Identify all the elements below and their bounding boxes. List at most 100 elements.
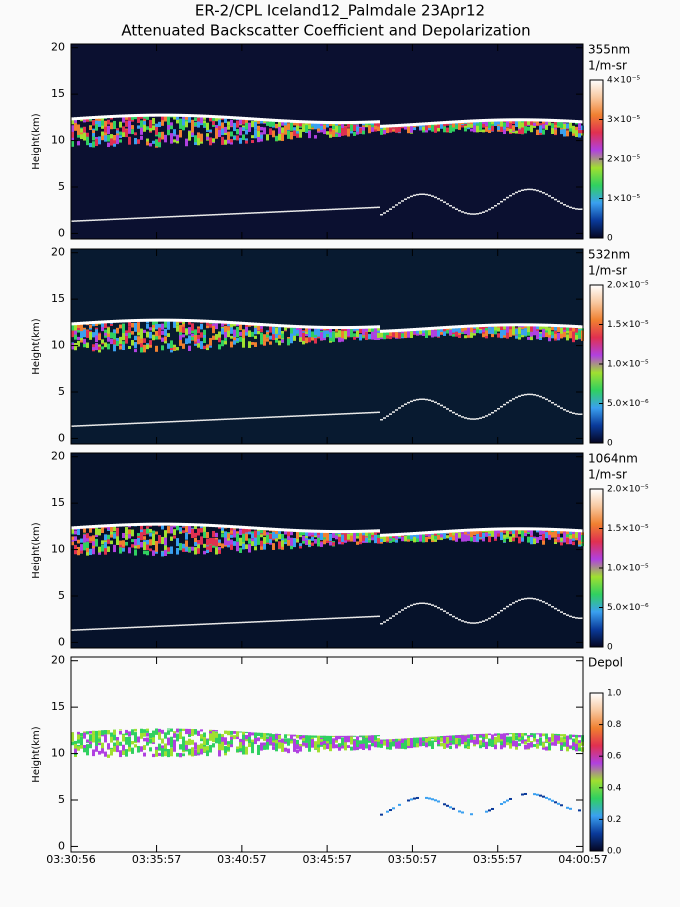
texture [224,537,227,546]
texture [215,130,218,139]
texture [161,131,164,140]
texture [314,325,317,329]
texture [74,629,77,631]
texture [263,323,266,327]
texture [509,128,512,133]
texture [335,735,338,739]
texture [95,628,98,630]
texture [149,344,152,348]
texture [128,346,131,349]
texture [506,799,509,802]
texture [518,527,521,531]
texture [479,529,482,533]
texture [188,136,191,141]
texture [329,735,332,741]
texture [161,113,164,117]
texture [80,330,83,339]
texture [188,114,191,118]
texture [128,114,131,118]
texture [86,744,89,749]
texture [92,141,95,148]
texture [173,744,176,752]
texture [230,138,233,143]
texture [329,530,332,534]
texture [428,736,431,741]
texture [71,536,74,542]
texture [554,119,557,123]
texture [446,529,449,533]
texture [452,411,455,414]
texture [188,327,191,335]
texture [239,321,242,325]
texture [251,748,254,754]
texture [554,528,557,532]
texture [497,323,500,327]
texture [392,329,395,333]
texture [74,425,77,427]
texture [155,544,158,552]
texture [182,543,185,549]
texture [356,746,359,750]
texture [239,547,242,553]
texture [446,327,449,331]
texture [74,324,77,331]
texture [152,216,155,219]
texture [140,422,143,424]
texture [128,529,131,537]
texture [176,347,179,351]
texture [167,547,170,552]
texture [482,416,485,418]
texture [269,120,272,123]
texture [140,342,143,348]
texture [149,340,152,348]
texture [185,138,188,147]
texture [506,325,509,332]
texture [89,331,92,340]
texture [257,125,260,131]
texture [530,118,533,122]
texture [164,216,167,218]
texture [200,536,203,545]
texture [524,733,527,735]
texture [425,796,428,799]
texture [575,740,578,744]
texture [260,416,263,419]
texture [113,746,116,752]
texture [353,207,356,210]
texture [131,322,134,328]
texture [77,336,80,340]
texture [515,335,518,339]
texture [464,531,467,537]
texture [224,418,227,420]
texture [281,540,284,547]
texture [545,527,548,531]
texture [296,210,299,212]
texture [473,119,476,123]
texture [146,543,149,550]
texture [77,134,80,138]
texture [296,325,299,329]
texture [203,523,206,527]
texture [236,321,239,325]
texture [182,624,185,626]
texture [95,117,98,121]
texture [515,396,518,399]
texture [92,424,95,426]
texture [557,405,560,408]
texture [350,531,353,536]
texture [392,739,395,742]
texture [101,117,104,121]
texture [176,320,179,326]
texture [335,327,338,332]
texture [293,542,296,548]
texture [347,735,350,743]
texture [365,120,368,124]
texture [266,118,269,122]
texture [263,211,266,214]
texture [161,216,164,218]
texture [509,120,512,124]
texture [326,120,329,124]
texture [323,127,326,135]
texture [527,118,530,122]
texture [341,737,344,746]
